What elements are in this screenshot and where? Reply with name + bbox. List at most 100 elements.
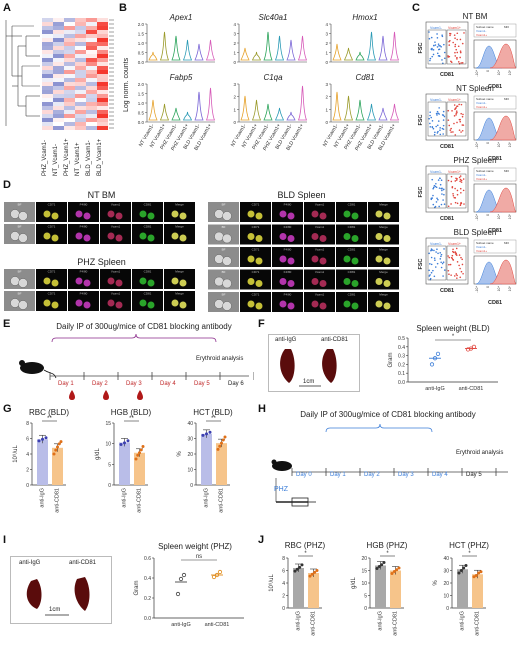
flow-mfi-row-pos: Vcam1+ (476, 33, 487, 37)
flow-event-dot (458, 264, 460, 267)
heatmap-cell (75, 58, 86, 62)
micro-cell-blob (147, 234, 155, 242)
violin-tick-label: 2.0 (138, 22, 145, 27)
flow-event-dot (462, 178, 465, 180)
micro-cell-blob (247, 255, 255, 263)
micro-cell-blob (375, 233, 383, 240)
micro-phz-2-cell (164, 291, 195, 311)
violin-shape (286, 39, 296, 61)
panel-letter-h: H (258, 403, 266, 415)
flow-event-dot (433, 133, 436, 136)
heatmap-cell (64, 54, 75, 58)
panel-letter-b: B (119, 2, 127, 14)
flow-event-dot (437, 55, 440, 57)
violin-tick-label: 4 (233, 22, 236, 27)
micro-cell-blob (383, 302, 391, 310)
flow-event-dot (436, 33, 438, 35)
flow-event-dot (453, 275, 456, 277)
flow-event-dot (429, 111, 431, 114)
heatmap-cell (53, 74, 64, 78)
violin-shape (378, 35, 388, 61)
micro-channel-label: BF (222, 225, 226, 229)
flow-event-dot (460, 270, 463, 273)
flow-event-dot (450, 180, 453, 183)
micro-channel-label: BF (18, 292, 22, 296)
mouse-icon (20, 362, 44, 374)
flow-event-dot (442, 261, 445, 263)
bar-sig-label: * (304, 551, 307, 557)
flow-event-dot (442, 199, 444, 201)
flow-event-dot (462, 189, 465, 192)
flow-event-dot (440, 179, 443, 182)
violin-shape (194, 91, 204, 121)
flow-event-dot (448, 256, 451, 259)
flow-event-dot (428, 269, 430, 272)
heatmap-cell (75, 86, 86, 90)
flow-event-dot (453, 115, 456, 117)
blood-drop-icon (69, 390, 75, 400)
bar (293, 568, 304, 608)
micro-nt-bm-1-cell (132, 202, 163, 222)
flow-event-dot (462, 272, 464, 275)
spleen-photo-bld: anti-IgG anti-CD81 1cm (268, 334, 360, 392)
flow-event-dot (443, 203, 446, 205)
violin-gene-title: Hmox1 (352, 13, 377, 22)
micro-channel-label: Merge (175, 225, 184, 229)
flow-event-dot (436, 37, 439, 39)
micro-cell-blob (255, 257, 263, 265)
heatmap-cell (75, 66, 86, 70)
heatmap-cell (42, 90, 53, 94)
bar-point (220, 441, 223, 445)
bar-chart-title: HGB (BLD) (111, 408, 152, 417)
heatmap-cell (42, 42, 53, 46)
violin-gene-title: Apex1 (169, 13, 193, 22)
micro-cell-blob (147, 301, 155, 309)
micro-channel-label: CD81 (348, 203, 356, 207)
bar-tick-label: 10 (443, 594, 449, 600)
violin-shape (355, 51, 365, 61)
panel-letter-j: J (258, 534, 265, 546)
bar-point (308, 574, 312, 578)
timeline-e-day: Day 4 (160, 381, 176, 387)
flow-event-dot (435, 112, 438, 115)
flow-event-dot (451, 254, 454, 257)
micro-bld-2-cell (304, 247, 335, 267)
heatmap-cell (75, 78, 86, 82)
flow-hist-x-label: CD81 (488, 300, 502, 306)
flow-mfi-row-neg: Vcam1- (476, 29, 486, 33)
dotplot-tick-label: 0.2 (398, 362, 405, 368)
micro-cell-blob (319, 302, 327, 310)
heatmap-cell (64, 86, 75, 90)
violin-shape (297, 85, 308, 121)
flow-event-dot (436, 262, 439, 265)
heatmap-cell (86, 74, 97, 78)
flow-event-dot (447, 119, 450, 121)
heatmap-cell (53, 22, 64, 26)
flow-event-dot (432, 53, 435, 56)
violin-tick-label: 2 (233, 95, 236, 100)
heatmap-cell (97, 94, 108, 98)
flow-event-dot (461, 115, 464, 118)
flow-event-dot (448, 273, 450, 275)
micro-cell-blob (51, 212, 59, 220)
micro-bld-0-cell (272, 202, 303, 222)
dotplot-point (181, 572, 187, 578)
micro-bld-2-cell (240, 247, 271, 267)
micro-channel-label: CD71 (48, 203, 56, 207)
flow-hist-pos (489, 259, 517, 285)
flow-mfi-row-neg: Vcam1- (476, 101, 486, 105)
flow-event-dot (435, 125, 437, 128)
bar-point (392, 570, 396, 573)
violin-shape (366, 103, 377, 121)
heatmap-cell (75, 54, 86, 58)
timeline-e-svg (19, 333, 254, 400)
micro-channel-label: F4/80 (284, 270, 292, 274)
flow-event-dot (449, 32, 451, 35)
micro-cell-blob (51, 234, 59, 242)
flow-event-dot (441, 189, 443, 192)
flow-hist-tick: -10⁴ (475, 142, 479, 149)
violin-shape (263, 31, 273, 61)
bar (216, 443, 227, 485)
flow-hist-tick: -10⁴ (475, 70, 479, 77)
